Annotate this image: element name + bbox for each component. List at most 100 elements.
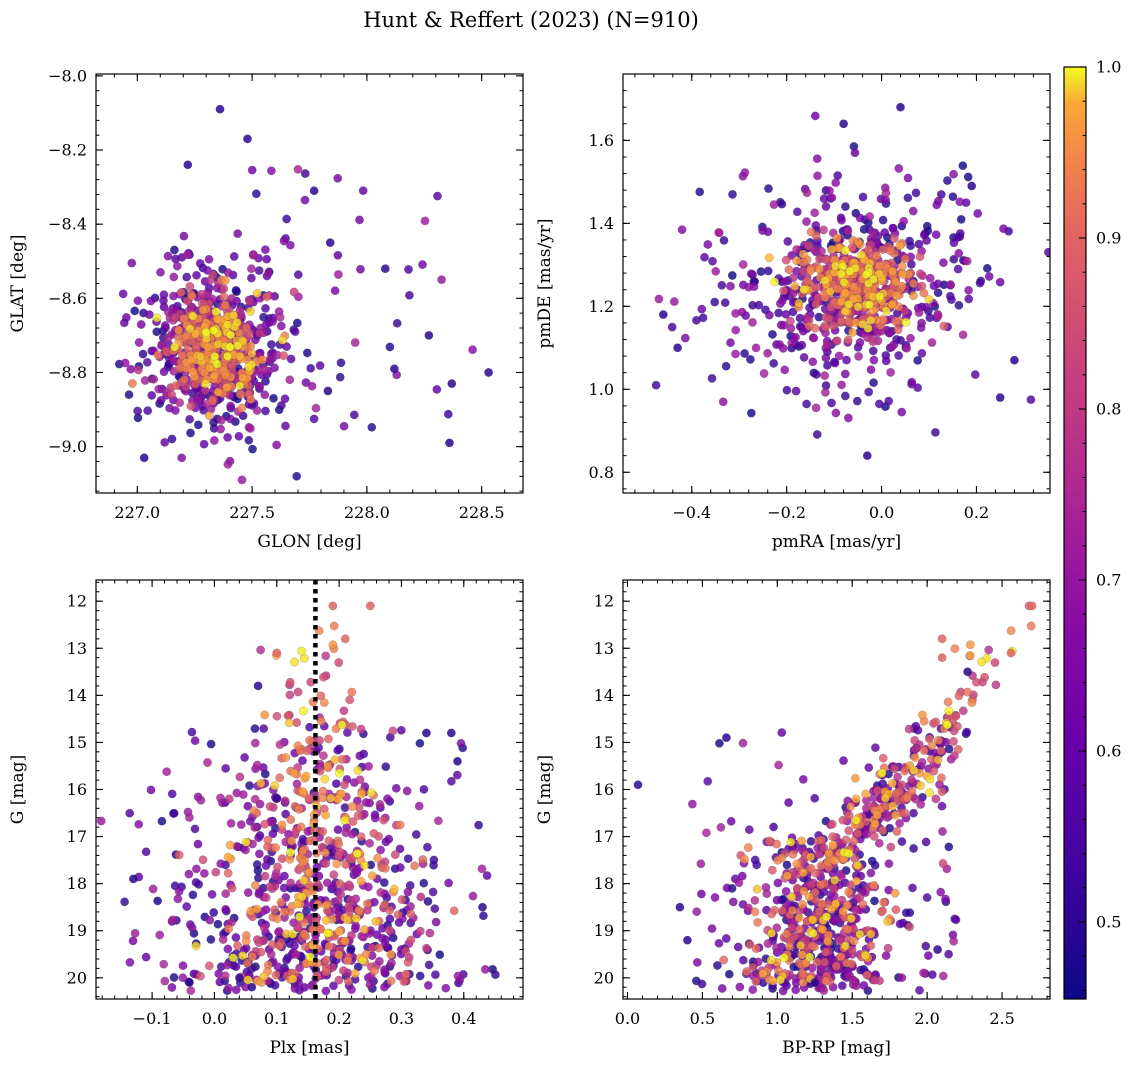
data-point xyxy=(365,838,375,848)
data-point xyxy=(870,860,880,870)
data-point xyxy=(724,969,734,979)
outlier-point xyxy=(721,733,731,743)
data-point xyxy=(916,781,925,791)
data-point xyxy=(900,306,910,316)
data-point xyxy=(949,169,959,179)
data-point xyxy=(771,943,781,953)
data-point xyxy=(167,434,177,444)
data-point xyxy=(802,399,812,409)
data-point xyxy=(829,891,839,901)
data-point xyxy=(380,900,390,909)
data-point xyxy=(878,753,888,763)
data-point xyxy=(216,859,226,869)
data-point xyxy=(982,263,992,273)
data-point xyxy=(224,924,234,934)
data-point xyxy=(727,271,737,280)
data-point xyxy=(342,915,352,925)
data-point xyxy=(333,745,343,755)
data-point xyxy=(667,322,677,332)
data-point xyxy=(127,379,137,388)
data-point xyxy=(219,284,229,294)
data-point xyxy=(885,328,895,338)
y-tick-label: 13 xyxy=(594,639,614,658)
data-point xyxy=(128,936,138,946)
data-point xyxy=(231,285,241,295)
data-point xyxy=(256,778,266,788)
data-point xyxy=(297,646,307,656)
data-point xyxy=(302,348,312,358)
data-point xyxy=(374,943,384,953)
outlier-point xyxy=(389,364,399,374)
data-point xyxy=(300,169,310,179)
data-point xyxy=(1026,621,1036,631)
data-point xyxy=(259,724,269,734)
data-point xyxy=(917,758,927,767)
data-point xyxy=(305,735,314,745)
data-point xyxy=(909,765,919,775)
outlier-point xyxy=(967,181,977,191)
data-point xyxy=(772,839,782,849)
data-point xyxy=(252,904,262,914)
y-tick-label: 17 xyxy=(67,827,87,846)
data-point xyxy=(820,321,830,331)
data-point xyxy=(700,252,709,262)
outlier-point xyxy=(1027,601,1037,611)
data-point xyxy=(933,755,943,765)
data-point xyxy=(811,403,821,413)
data-point xyxy=(888,801,898,811)
data-point xyxy=(245,781,254,791)
data-point xyxy=(821,255,831,265)
colorbar-tick-label: 0.6 xyxy=(1096,742,1121,761)
colorbar-gradient xyxy=(1063,66,1087,1000)
x-tick-label: 0.5 xyxy=(690,1009,715,1028)
data-point xyxy=(967,698,977,708)
outlier-point xyxy=(478,902,487,912)
data-point xyxy=(938,258,948,268)
data-point xyxy=(227,883,237,893)
data-point xyxy=(890,764,899,774)
data-point xyxy=(270,905,280,915)
data-point xyxy=(356,832,366,842)
data-point xyxy=(140,376,150,385)
data-point xyxy=(846,802,856,812)
data-point xyxy=(828,840,838,850)
data-point xyxy=(792,859,802,869)
data-point xyxy=(336,889,346,899)
data-point xyxy=(758,969,768,979)
data-point xyxy=(345,695,355,705)
data-point xyxy=(361,798,371,807)
data-point xyxy=(321,651,331,661)
data-point xyxy=(133,365,143,375)
data-point xyxy=(742,967,752,977)
data-point xyxy=(324,941,334,951)
data-point xyxy=(794,298,804,308)
data-point xyxy=(395,863,405,872)
outlier-point xyxy=(272,648,282,658)
data-point xyxy=(900,808,910,818)
data-point xyxy=(384,834,394,844)
y-tick-label: 1.0 xyxy=(589,380,614,399)
data-point xyxy=(253,976,263,986)
data-point xyxy=(950,644,960,654)
data-point xyxy=(174,325,184,335)
data-point xyxy=(901,908,911,918)
data-point xyxy=(921,302,931,312)
data-point xyxy=(125,808,135,818)
data-point xyxy=(272,914,282,924)
data-point xyxy=(869,793,879,803)
data-point xyxy=(254,833,264,843)
data-point xyxy=(830,884,839,894)
data-point xyxy=(396,725,406,735)
data-point xyxy=(697,979,707,989)
data-point xyxy=(367,422,377,432)
outlier-point xyxy=(673,343,683,353)
data-point xyxy=(948,192,958,202)
data-point xyxy=(837,296,847,306)
data-point xyxy=(244,435,254,445)
points-glon-glat xyxy=(114,104,494,485)
data-point xyxy=(768,976,778,986)
data-point xyxy=(179,231,189,241)
data-point xyxy=(155,930,165,940)
data-point xyxy=(847,945,857,955)
data-point xyxy=(816,861,826,871)
